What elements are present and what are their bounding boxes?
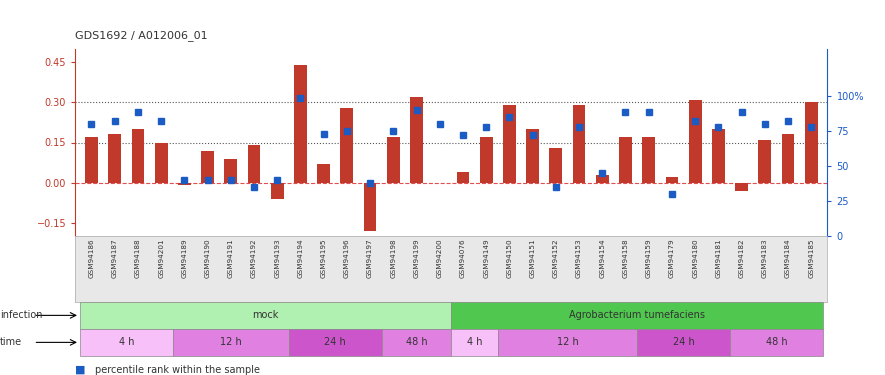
Bar [289, 329, 381, 356]
Text: GSM94154: GSM94154 [599, 238, 605, 278]
Bar [173, 329, 289, 356]
Text: GSM94076: GSM94076 [460, 238, 466, 278]
Bar [451, 302, 823, 329]
Bar [155, 142, 167, 183]
Bar [387, 137, 400, 183]
Text: GDS1692 / A012006_01: GDS1692 / A012006_01 [75, 30, 208, 41]
Text: GSM94150: GSM94150 [506, 238, 512, 278]
Bar [781, 135, 795, 183]
Text: Agrobacterium tumefaciens: Agrobacterium tumefaciens [569, 310, 705, 320]
Bar [550, 148, 562, 183]
Bar [730, 329, 823, 356]
Bar [689, 100, 702, 183]
Bar [643, 137, 655, 183]
Text: 4 h: 4 h [119, 338, 134, 347]
Text: GSM94184: GSM94184 [785, 238, 791, 278]
Text: 12 h: 12 h [219, 338, 242, 347]
Text: GSM94179: GSM94179 [669, 238, 675, 278]
Text: ■: ■ [75, 364, 86, 375]
Text: time: time [0, 338, 22, 347]
Text: GSM94151: GSM94151 [529, 238, 535, 278]
Text: 4 h: 4 h [466, 338, 482, 347]
Text: GSM94149: GSM94149 [483, 238, 489, 278]
Bar [341, 108, 353, 183]
Text: GSM94193: GSM94193 [274, 238, 281, 278]
Bar [804, 102, 818, 183]
Bar [201, 150, 214, 183]
Text: 24 h: 24 h [673, 338, 695, 347]
Bar [294, 65, 307, 183]
Bar [178, 183, 191, 185]
Text: GSM94197: GSM94197 [367, 238, 373, 278]
Bar [480, 137, 493, 183]
Bar [132, 129, 144, 183]
Text: GSM94187: GSM94187 [112, 238, 118, 278]
Text: GSM94188: GSM94188 [135, 238, 141, 278]
Bar [80, 302, 451, 329]
Text: GSM94190: GSM94190 [204, 238, 211, 278]
Text: GSM94189: GSM94189 [181, 238, 188, 278]
Bar [758, 140, 771, 183]
Text: 24 h: 24 h [325, 338, 346, 347]
Bar [620, 137, 632, 183]
Text: GSM94200: GSM94200 [436, 238, 442, 278]
Bar [637, 329, 730, 356]
Text: GSM94181: GSM94181 [715, 238, 721, 278]
Text: GSM94152: GSM94152 [553, 238, 558, 278]
Text: GSM94180: GSM94180 [692, 238, 698, 278]
Bar [596, 175, 609, 183]
Bar [317, 164, 330, 183]
Text: GSM94196: GSM94196 [344, 238, 350, 278]
Text: GSM94191: GSM94191 [227, 238, 234, 278]
Bar [457, 172, 469, 183]
Bar [527, 129, 539, 183]
Text: GSM94192: GSM94192 [251, 238, 257, 278]
Bar [410, 97, 423, 183]
Text: 48 h: 48 h [766, 338, 788, 347]
Bar [503, 105, 516, 183]
Text: GSM94201: GSM94201 [158, 238, 164, 278]
Text: 48 h: 48 h [405, 338, 427, 347]
Text: GSM94199: GSM94199 [413, 238, 419, 278]
Text: GSM94198: GSM94198 [390, 238, 396, 278]
Text: GSM94158: GSM94158 [622, 238, 628, 278]
Text: GSM94185: GSM94185 [808, 238, 814, 278]
Text: GSM94186: GSM94186 [88, 238, 95, 278]
Text: GSM94194: GSM94194 [297, 238, 304, 278]
Text: GSM94159: GSM94159 [646, 238, 651, 278]
Text: infection: infection [0, 310, 42, 320]
Bar [248, 145, 260, 183]
Text: 12 h: 12 h [557, 338, 578, 347]
Text: GSM94183: GSM94183 [762, 238, 768, 278]
Bar [271, 183, 283, 199]
Bar [666, 177, 678, 183]
Text: GSM94182: GSM94182 [739, 238, 744, 278]
Bar [497, 329, 637, 356]
Bar [108, 135, 121, 183]
Bar [712, 129, 725, 183]
Bar [381, 329, 451, 356]
Text: GSM94195: GSM94195 [320, 238, 327, 278]
Text: GSM94153: GSM94153 [576, 238, 582, 278]
Bar [85, 137, 98, 183]
Bar [364, 183, 376, 231]
Bar [451, 329, 497, 356]
Bar [735, 183, 748, 191]
Bar [80, 329, 173, 356]
Text: mock: mock [252, 310, 279, 320]
Bar [573, 105, 586, 183]
Bar [225, 159, 237, 183]
Text: percentile rank within the sample: percentile rank within the sample [95, 364, 259, 375]
